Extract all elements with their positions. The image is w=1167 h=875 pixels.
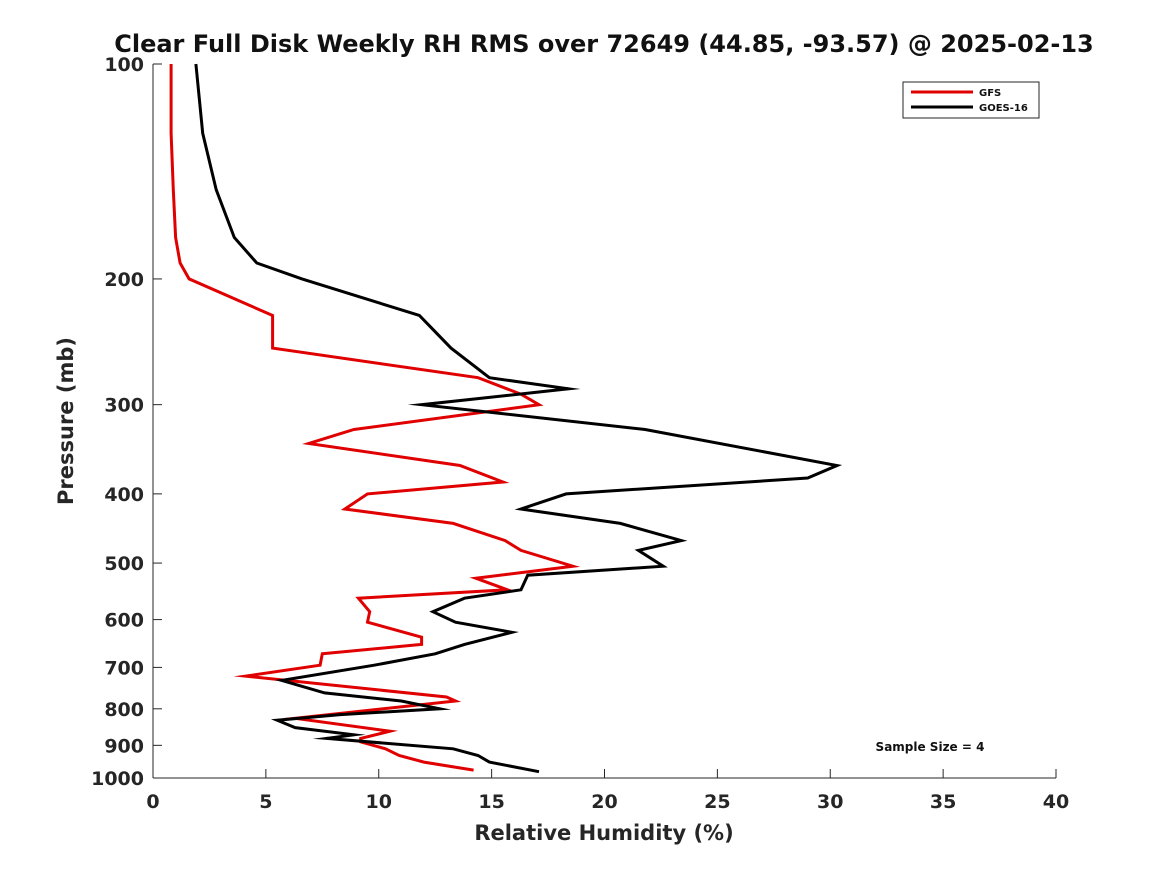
y-tick-label: 100: [104, 54, 144, 76]
x-tick-label: 40: [1043, 791, 1069, 813]
series-line-goes-16: [194, 63, 843, 774]
x-tick-label: 15: [478, 791, 504, 813]
x-tick-label: 0: [146, 791, 159, 813]
series-line-gfs: [169, 64, 581, 772]
y-tick-label: 200: [104, 269, 144, 291]
y-tick-label: 500: [104, 553, 144, 575]
x-tick-label: 5: [259, 791, 272, 813]
y-tick-label: 300: [104, 395, 144, 417]
legend-entry-label: GFS: [979, 88, 1001, 99]
y-tick-label: 1000: [91, 768, 144, 790]
chart-title: Clear Full Disk Weekly RH RMS over 72649…: [114, 30, 1094, 58]
y-tick-label: 900: [104, 735, 144, 757]
legend: GFS GOES-16: [902, 81, 1040, 119]
legend-box: [902, 81, 1040, 119]
y-tick-label: 700: [104, 657, 144, 679]
axes: 0 5 10 15 20 25 30 35 40 100 200 300 400 500 600 700 800…: [91, 54, 1069, 813]
x-tick-label: 30: [817, 791, 843, 813]
x-tick-label: 35: [930, 791, 956, 813]
y-tick-label: 400: [104, 484, 144, 506]
y-tick-label: 600: [104, 610, 144, 632]
x-tick-label: 20: [591, 791, 617, 813]
sample-size-annotation: Sample Size = 4: [876, 740, 985, 754]
y-tick-label: 800: [104, 699, 144, 721]
x-axis-label: Relative Humidity (%): [474, 821, 733, 845]
series-layer: [169, 63, 843, 774]
legend-entry-label: GOES-16: [979, 103, 1028, 114]
y-axis-label: Pressure (mb): [54, 337, 78, 505]
x-tick-label: 25: [704, 791, 730, 813]
x-tick-label: 10: [366, 791, 392, 813]
